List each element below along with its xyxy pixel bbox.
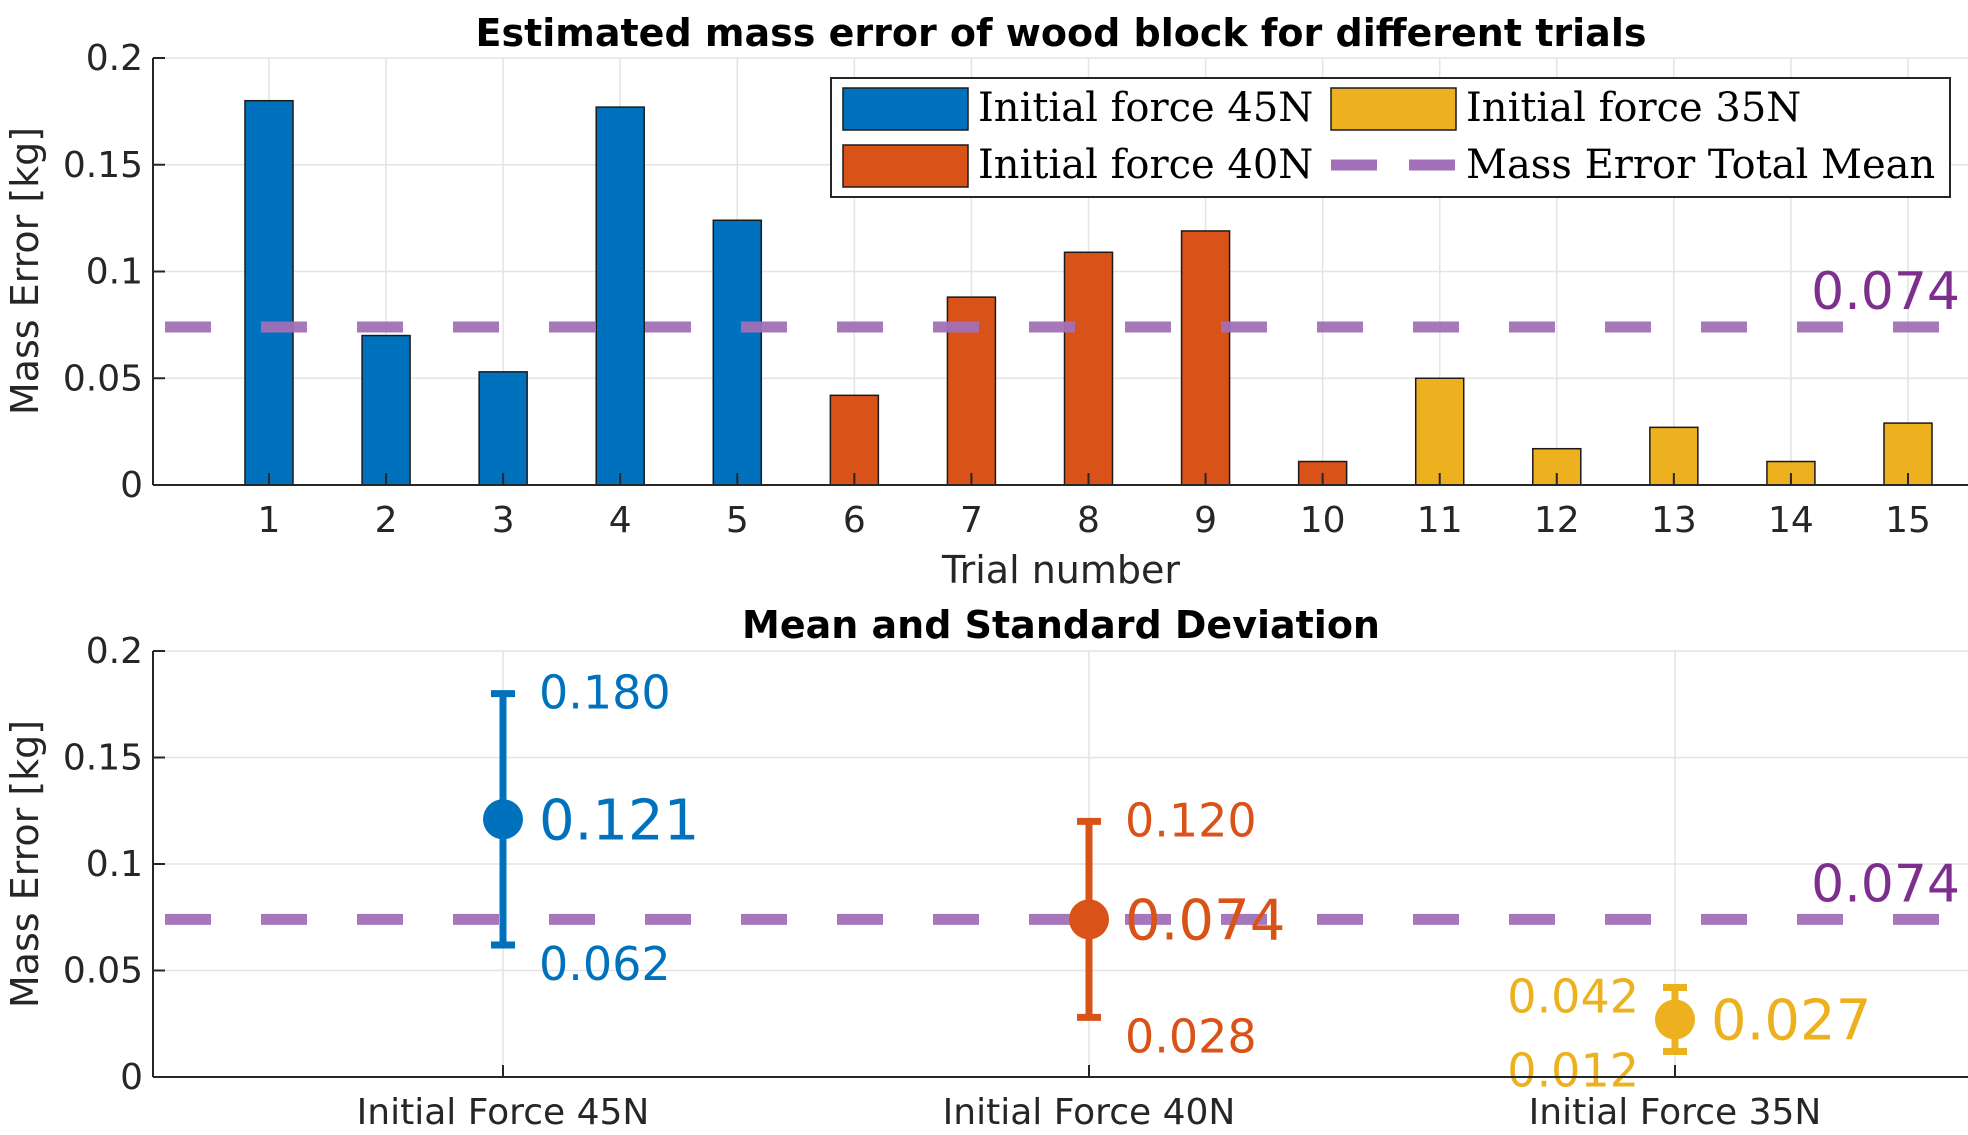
- legend-label: Initial force 40N: [978, 142, 1313, 188]
- y-tick-label: 0: [120, 1057, 143, 1098]
- x-tick-label: 2: [375, 500, 398, 541]
- x-tick-label: 13: [1651, 500, 1697, 541]
- bar-trial-4: [595, 106, 645, 486]
- bar-trial-8: [1063, 251, 1114, 486]
- y-axis-label: Mass Error [kg]: [3, 720, 47, 1008]
- legend-swatch: [842, 144, 969, 188]
- upper-label: 0.042: [1507, 970, 1639, 1024]
- y-tick-label: 0: [120, 465, 143, 506]
- x-tick-label: 5: [726, 500, 749, 541]
- legend-label: Initial force 45N: [978, 85, 1313, 131]
- bar-trial-3: [478, 371, 528, 486]
- upper-label: 0.180: [539, 666, 671, 720]
- bar-trial-1: [244, 99, 294, 486]
- x-tick-label: 11: [1417, 500, 1463, 541]
- x-tick-label: 6: [843, 500, 866, 541]
- lower-label: 0.028: [1125, 1009, 1257, 1063]
- mean-point: [1655, 999, 1695, 1040]
- x-axis-label: Trial number: [941, 548, 1180, 592]
- mean-line-label: 0.074: [1811, 262, 1960, 322]
- bar-trial-11: [1414, 377, 1465, 486]
- legend-swatch: [1330, 87, 1457, 131]
- x-tick-label: Initial Force 45N: [357, 1092, 650, 1133]
- bar-trial-2: [361, 334, 411, 486]
- bar-trial-9: [1180, 230, 1231, 486]
- y-tick-label: 0.1: [86, 844, 143, 885]
- lower-label: 0.012: [1507, 1043, 1639, 1097]
- x-tick-label: 3: [492, 500, 515, 541]
- bar-trial-6: [829, 394, 880, 486]
- mean-point: [1069, 899, 1109, 940]
- x-tick-label: 15: [1885, 500, 1931, 541]
- y-axis-label: Mass Error [kg]: [3, 127, 47, 415]
- x-tick-label: 9: [1194, 500, 1217, 541]
- y-tick-label: 0.2: [86, 38, 143, 79]
- y-tick-label: 0.15: [63, 738, 143, 779]
- mean-line-label: 0.074: [1811, 854, 1960, 914]
- y-tick-label: 0.05: [63, 951, 143, 992]
- x-tick-label: Initial Force 35N: [1529, 1092, 1822, 1133]
- lower-label: 0.062: [539, 937, 671, 991]
- chart-title: Estimated mass error of wood block for d…: [476, 11, 1647, 55]
- mean-point: [483, 799, 523, 840]
- mean-label: 0.121: [539, 788, 699, 853]
- y-tick-label: 0.15: [63, 145, 143, 186]
- x-tick-label: Initial Force 40N: [943, 1092, 1236, 1133]
- upper-label: 0.120: [1125, 793, 1257, 847]
- legend-label: Initial force 35N: [1466, 85, 1801, 131]
- mean-label: 0.027: [1711, 988, 1871, 1053]
- x-tick-label: 12: [1534, 500, 1580, 541]
- y-tick-label: 0.05: [63, 358, 143, 399]
- legend-swatch: [842, 87, 969, 131]
- legend-label: Mass Error Total Mean: [1466, 142, 1935, 188]
- chart-title: Mean and Standard Deviation: [742, 603, 1380, 647]
- mean-label: 0.074: [1125, 888, 1285, 953]
- y-tick-label: 0.1: [86, 252, 143, 293]
- x-tick-label: 10: [1300, 500, 1346, 541]
- x-tick-label: 8: [1077, 500, 1100, 541]
- x-tick-label: 4: [609, 500, 632, 541]
- bar-trial-5: [712, 219, 763, 486]
- x-tick-label: 1: [258, 500, 281, 541]
- x-tick-label: 14: [1768, 500, 1814, 541]
- x-tick-label: 7: [960, 500, 983, 541]
- y-tick-label: 0.2: [86, 631, 143, 672]
